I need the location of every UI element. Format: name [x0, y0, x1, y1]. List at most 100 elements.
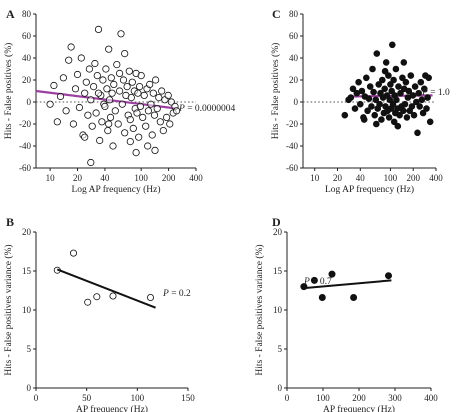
regression-line: [56, 268, 156, 309]
data-point: [153, 105, 161, 113]
data-point: [109, 142, 117, 150]
panel-letter: A: [6, 7, 15, 21]
y-axis-title: Hits - False positives variance (%): [254, 244, 265, 375]
data-point: [318, 293, 326, 301]
data-point: [82, 78, 90, 86]
data-point: [91, 59, 99, 68]
data-point: [84, 298, 92, 306]
data-point: [90, 83, 98, 91]
data-point: [129, 124, 137, 132]
data-point: [105, 45, 113, 53]
data-point: [88, 122, 96, 130]
y-tick-label: 5: [278, 344, 283, 354]
x-tick-label: 200: [162, 173, 176, 183]
data-point: [126, 138, 134, 146]
data-point: [151, 146, 159, 154]
data-point: [362, 74, 370, 82]
data-point: [368, 103, 375, 110]
x-tick-label: 100: [316, 393, 330, 403]
y-tick-label: -60: [286, 163, 298, 173]
data-point: [73, 70, 82, 79]
y-axis-title: Hits - False positives (%): [270, 43, 281, 140]
y-tick-label: 20: [289, 75, 299, 85]
data-point: [414, 129, 421, 137]
data-point: [395, 83, 402, 90]
data-point: [110, 80, 118, 89]
data-point: [399, 74, 406, 82]
data-point: [50, 81, 58, 90]
data-point: [134, 89, 142, 97]
data-point: [116, 69, 124, 78]
x-tick-label: 40: [100, 173, 110, 183]
data-point: [121, 129, 129, 137]
x-tick-label: 150: [181, 393, 195, 403]
data-point: [107, 74, 115, 82]
data-point: [158, 87, 166, 95]
y-tick-label: 5: [27, 344, 32, 354]
x-tick-label: 300: [388, 393, 402, 403]
y-tick-label: 15: [22, 266, 32, 276]
data-point: [420, 85, 428, 93]
data-point: [358, 87, 366, 95]
data-point: [93, 72, 101, 80]
data-point: [113, 60, 121, 69]
x-axis-title: AP frequency (Hz): [76, 404, 148, 412]
data-point: [381, 67, 389, 75]
data-point: [71, 85, 80, 93]
data-point: [87, 96, 95, 104]
data-point: [173, 107, 181, 115]
data-point: [350, 293, 358, 301]
data-point: [426, 118, 434, 126]
data-point: [136, 102, 144, 111]
data-point: [385, 72, 392, 79]
data-point: [132, 149, 140, 157]
y-tick-label: 40: [22, 53, 32, 63]
data-point: [389, 100, 397, 108]
data-point: [75, 103, 84, 112]
x-tick-label: 200: [352, 393, 366, 403]
data-point: [396, 111, 403, 119]
y-tick-label: -40: [286, 141, 298, 151]
y-tick-label: 10: [273, 305, 283, 315]
data-point: [370, 88, 377, 96]
data-point: [146, 293, 154, 301]
data-point: [366, 83, 374, 90]
y-tick-label: 0: [27, 383, 32, 393]
data-point: [373, 50, 381, 57]
data-point: [401, 100, 409, 108]
data-point: [87, 158, 95, 167]
data-point: [356, 100, 364, 108]
regression-line: [303, 279, 392, 290]
y-tick-label: 0: [278, 383, 283, 393]
y-tick-label: 0: [294, 97, 299, 107]
data-point: [400, 59, 408, 66]
y-tick-label: -40: [19, 141, 31, 151]
data-point: [382, 59, 390, 66]
data-point: [127, 94, 135, 102]
x-axis-title: AP frequency (Hz): [323, 404, 395, 412]
data-point: [349, 85, 357, 93]
data-point: [81, 89, 89, 97]
data-point: [77, 54, 85, 62]
data-point: [403, 114, 411, 121]
x-axis-title: Log AP frequency (Hz): [71, 184, 160, 195]
data-point: [105, 120, 113, 128]
data-point: [62, 107, 70, 115]
data-point: [108, 89, 116, 97]
data-point: [399, 107, 407, 115]
data-point: [365, 95, 373, 102]
panel-letter: D: [272, 215, 281, 229]
x-tick-label: 100: [384, 173, 398, 183]
data-point: [149, 89, 157, 97]
y-tick-label: 20: [273, 227, 283, 237]
x-tick-label: 100: [131, 393, 145, 403]
data-point: [137, 72, 145, 80]
panel-b: B 0 5 10 15 20 0 50 100 150 AP frequency (Hz) Hits …: [3, 215, 195, 412]
x-tick-label: 400: [429, 173, 443, 183]
data-point: [163, 113, 171, 122]
p-value-annotation: P = 0.7: [303, 277, 332, 287]
p-value-annotation: P = 1.0: [421, 88, 450, 98]
y-tick-label: 80: [289, 9, 299, 19]
